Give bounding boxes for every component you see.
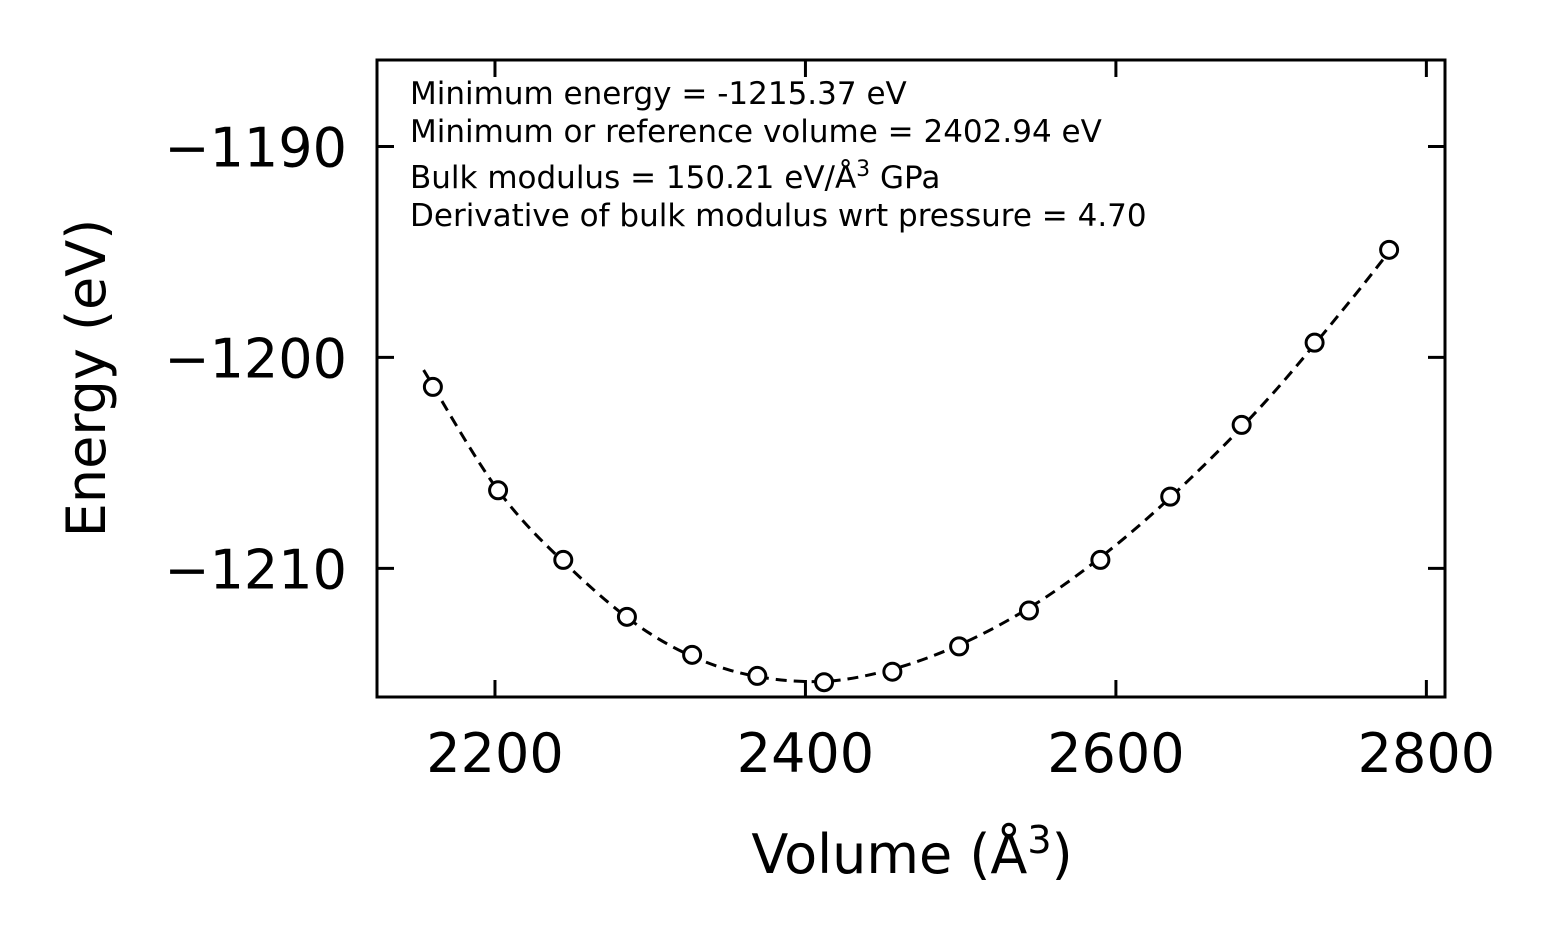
y-tick-label: −1190 — [164, 116, 347, 179]
annotation-bulk-derivative: Derivative of bulk modulus wrt pressure … — [410, 198, 1147, 234]
data-point — [1090, 549, 1111, 570]
data-point — [1018, 600, 1039, 621]
data-point — [882, 661, 903, 682]
data-point — [1379, 239, 1400, 260]
annotation-bulk-modulus-main: Bulk modulus = 150.21 eV/Å — [410, 160, 856, 196]
annotation-bulk-modulus: Bulk modulus = 150.21 eV/Å3 GPa — [410, 157, 940, 196]
data-point — [422, 376, 443, 397]
data-points-layer — [422, 239, 1400, 693]
tick-label-group: 2200 2400 2600 2800 −1190 −1200 −1210 — [164, 116, 1495, 785]
x-tick-label: 2800 — [1358, 722, 1495, 785]
annotation-bulk-modulus-sup: 3 — [856, 157, 870, 182]
y-axis-title: Energy (eV) — [55, 219, 118, 538]
data-point — [682, 644, 703, 665]
y-tick-label: −1200 — [164, 327, 347, 390]
y-tick-label: −1210 — [164, 538, 347, 601]
data-point — [1231, 414, 1252, 435]
data-point — [1160, 486, 1181, 507]
data-point — [814, 672, 835, 693]
x-tick-label: 2200 — [426, 722, 563, 785]
x-axis-title-main: Volume (Å — [751, 822, 1027, 886]
x-axis-title: Volume (Å3) — [751, 818, 1072, 886]
plot-area — [377, 60, 1445, 697]
fit-curve — [422, 246, 1394, 684]
tick-group — [377, 60, 1445, 697]
annotation-min-energy: Minimum energy = -1215.37 eV — [410, 76, 907, 112]
data-point — [488, 480, 509, 501]
x-axis-title-sup: 3 — [1027, 818, 1051, 862]
data-point — [553, 549, 574, 570]
x-tick-label: 2400 — [737, 722, 874, 785]
data-point — [747, 665, 768, 686]
x-tick-label: 2600 — [1047, 722, 1184, 785]
data-point — [949, 636, 970, 657]
x-axis-title-close: ) — [1052, 823, 1073, 886]
fit-curve-layer — [422, 246, 1394, 684]
plot-frame — [375, 58, 1447, 699]
annotation-bulk-modulus-end: GPa — [870, 160, 940, 196]
data-point — [616, 606, 637, 627]
annotation-ref-volume: Minimum or reference volume = 2402.94 eV — [410, 114, 1102, 150]
data-point — [1304, 332, 1325, 353]
